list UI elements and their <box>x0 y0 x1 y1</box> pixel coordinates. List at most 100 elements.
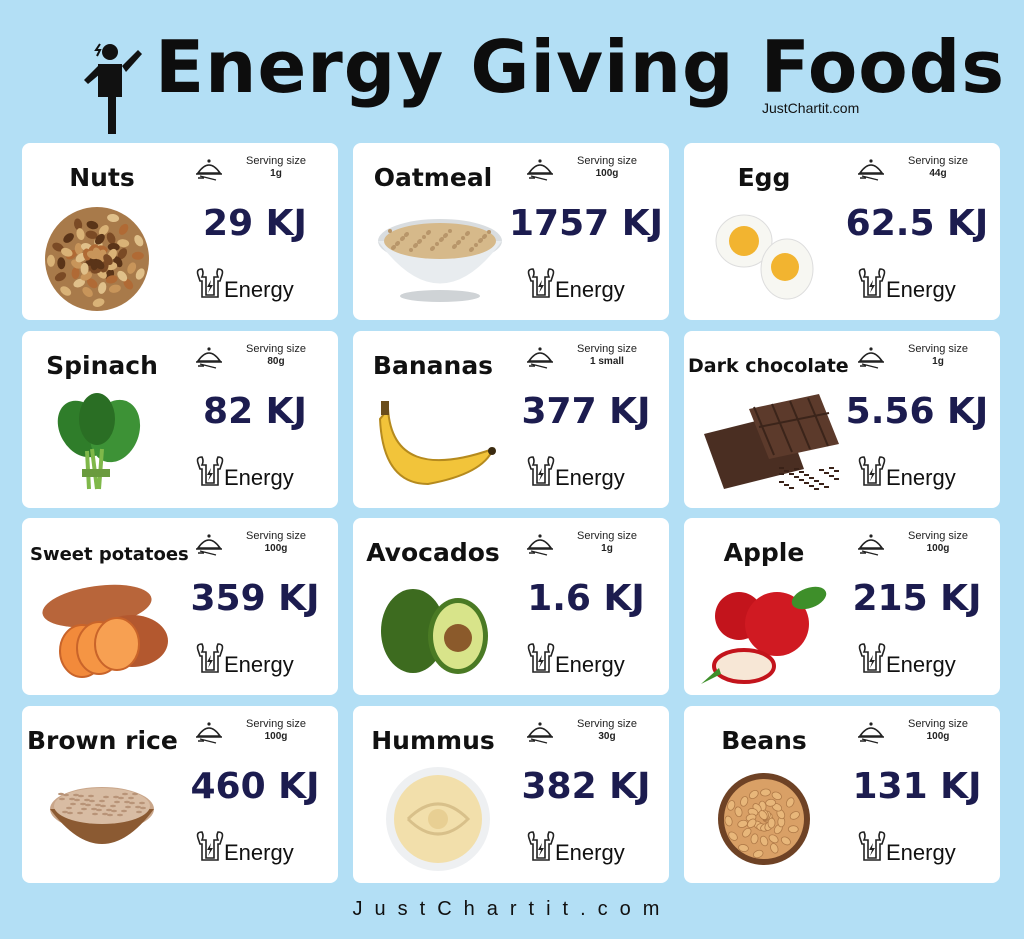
serving-amount: 100g <box>595 168 619 179</box>
food-name: Avocados <box>366 538 500 567</box>
muscle-energy-icon <box>854 828 890 864</box>
serving-size: Serving size 100g <box>856 528 996 560</box>
energy-value: 5.56 KJ <box>845 390 989 432</box>
energy-label: Energy <box>555 652 625 677</box>
energy-label: Energy <box>886 839 956 865</box>
brand-watermark: JustChartit.com <box>762 100 860 116</box>
chocolate-bar-image <box>699 389 839 499</box>
serving-label: Serving size <box>577 530 637 542</box>
food-card: Spinach Serving size 80g 82 KJ Energy <box>22 330 338 508</box>
serving-label: Serving size <box>246 155 306 167</box>
apples-image <box>699 576 834 686</box>
energy-value: 62.5 KJ <box>845 203 989 244</box>
serving-size: Serving size 100g <box>525 153 665 185</box>
muscle-energy-icon <box>192 828 228 864</box>
energy-label: Energy <box>886 652 956 677</box>
energy-value: 82 KJ <box>203 390 307 432</box>
energy-tag: Energy <box>192 453 332 493</box>
energy-label: Energy <box>886 277 956 302</box>
serving-size: Serving size 100g <box>856 716 996 748</box>
spinach-bunch-image <box>37 389 172 499</box>
food-card: Beans Serving size 100g 131 KJ Energy <box>684 705 1000 883</box>
serving-label: Serving size <box>577 155 637 167</box>
energy-value: 1.6 KJ <box>527 578 645 619</box>
energy-tag: Energy <box>523 265 663 305</box>
serving-amount: 1g <box>270 168 282 179</box>
serving-amount: 100g <box>926 730 950 742</box>
energy-label: Energy <box>224 464 294 490</box>
energy-tag: Energy <box>523 453 663 493</box>
muscle-energy-icon <box>523 828 559 864</box>
energy-tag: Energy <box>192 265 332 305</box>
food-name: Nuts <box>69 163 135 192</box>
serving-size: Serving size 30g <box>525 716 665 748</box>
serving-tray-icon <box>856 528 886 558</box>
serving-amount: 100g <box>264 730 288 742</box>
muscle-energy-icon <box>192 453 228 489</box>
nuts-mix-image <box>37 201 172 311</box>
muscle-energy-icon <box>523 453 559 489</box>
muscle-energy-icon <box>854 265 890 301</box>
serving-amount: 80g <box>267 355 285 367</box>
hummus-bowl-image <box>368 764 503 874</box>
banana-image <box>368 389 503 499</box>
serving-size: Serving size 1g <box>525 528 665 560</box>
serving-size: Serving size 100g <box>194 528 334 560</box>
muscle-energy-icon <box>854 453 890 489</box>
food-card: Bananas Serving size 1 small 377 KJ Ener… <box>353 330 669 508</box>
food-card: Sweet potatoes Serving size 100g 359 KJ … <box>22 518 338 695</box>
food-name: Brown rice <box>27 725 178 755</box>
serving-tray-icon <box>194 716 224 746</box>
serving-label: Serving size <box>908 342 968 355</box>
food-card: Brown rice Serving size 100g 460 KJ Ener… <box>22 705 338 883</box>
serving-tray-icon <box>525 153 555 183</box>
footer-brand: JustChartit.com <box>352 898 672 920</box>
energy-label: Energy <box>224 839 294 865</box>
food-name: Egg <box>737 163 791 192</box>
boiled-egg-image <box>699 201 834 311</box>
serving-tray-icon <box>525 716 555 746</box>
food-name: Beans <box>721 725 807 755</box>
food-name: Dark chocolate <box>688 354 849 377</box>
serving-size: Serving size 1g <box>194 153 334 185</box>
food-name: Apple <box>723 538 805 567</box>
serving-label: Serving size <box>908 155 968 167</box>
food-card: Nuts Serving size 1g 29 KJ Energy <box>22 143 338 320</box>
serving-label: Serving size <box>577 342 637 355</box>
food-card: Dark chocolate Serving size 1g 5.56 KJ E… <box>684 330 1000 508</box>
energy-value: 377 KJ <box>521 390 651 432</box>
food-grid: Nuts Serving size 1g 29 KJ Energy Oatmeal… <box>22 143 1000 883</box>
serving-amount: 100g <box>926 543 950 554</box>
food-name: Hummus <box>371 725 495 755</box>
energy-tag: Energy <box>854 640 994 680</box>
energy-value: 131 KJ <box>852 765 982 807</box>
serving-label: Serving size <box>577 717 637 730</box>
energy-tag: Energy <box>523 640 663 680</box>
energy-label: Energy <box>224 652 294 677</box>
energy-value: 382 KJ <box>521 765 651 807</box>
serving-label: Serving size <box>246 342 306 355</box>
energy-tag: Energy <box>192 828 332 868</box>
serving-size: Serving size 44g <box>856 153 996 185</box>
food-card: Oatmeal Serving size 100g 1757 KJ Energy <box>353 143 669 320</box>
serving-amount: 44g <box>929 168 947 179</box>
serving-tray-icon <box>856 716 886 746</box>
energy-value: 460 KJ <box>190 765 320 807</box>
food-name: Spinach <box>46 350 158 380</box>
food-name: Oatmeal <box>373 163 493 192</box>
rice-bowl-image <box>37 764 172 874</box>
energized-person-icon <box>84 43 142 134</box>
food-card: Egg Serving size 44g 62.5 KJ Energy <box>684 143 1000 320</box>
food-name: Bananas <box>372 350 494 380</box>
energy-value: 29 KJ <box>203 203 307 244</box>
serving-tray-icon <box>856 341 886 371</box>
energy-tag: Energy <box>854 265 994 305</box>
serving-amount: 1g <box>601 543 613 554</box>
serving-label: Serving size <box>908 530 968 542</box>
muscle-energy-icon <box>192 640 228 676</box>
serving-amount: 1g <box>932 355 944 367</box>
serving-size: Serving size 100g <box>194 716 334 748</box>
energy-value: 215 KJ <box>852 578 982 619</box>
serving-size: Serving size 80g <box>194 341 334 373</box>
serving-size: Serving size 1g <box>856 341 996 373</box>
